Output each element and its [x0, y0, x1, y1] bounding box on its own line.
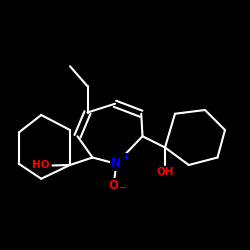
Text: O: O [109, 179, 119, 192]
Text: HO: HO [32, 160, 50, 170]
Text: OH: OH [156, 167, 174, 177]
Text: +: + [122, 154, 129, 162]
Text: −: − [119, 183, 127, 193]
Text: N: N [111, 157, 121, 170]
